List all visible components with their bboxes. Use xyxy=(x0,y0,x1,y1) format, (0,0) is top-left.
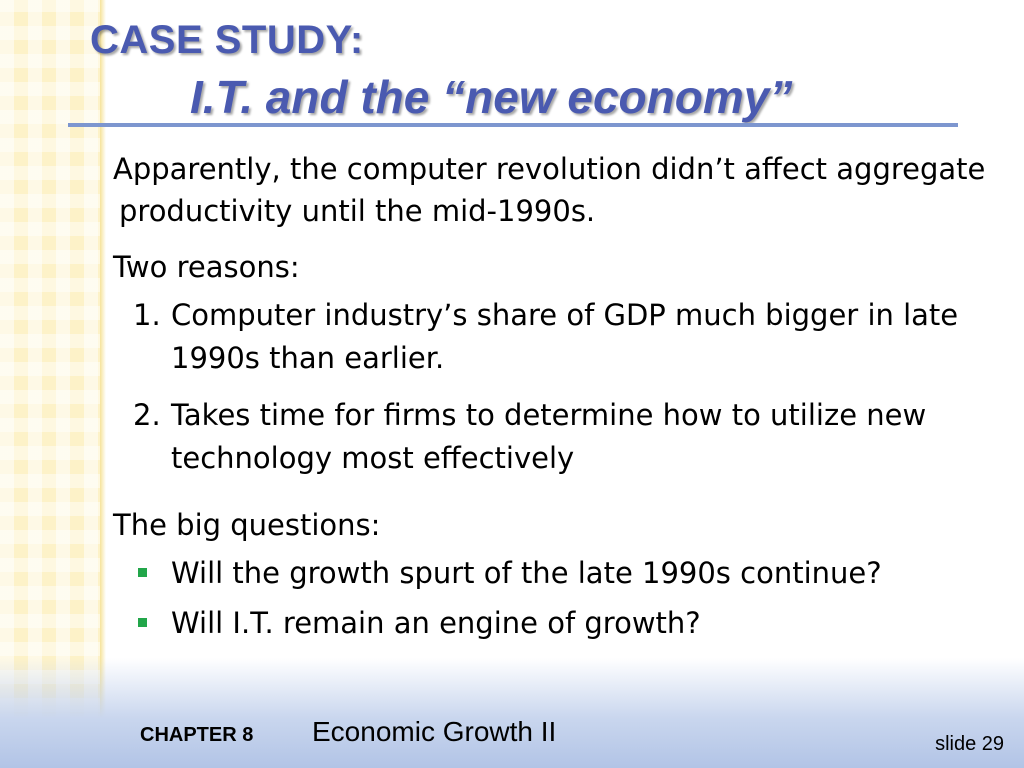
reason-item: 1. Computer industry’s share of GDP much… xyxy=(113,294,993,380)
slide-title-line2: I.T. and the “new economy” xyxy=(190,71,793,123)
footer-chapter: CHAPTER 8 xyxy=(140,724,254,746)
slide-content: Apparently, the computer revolution didn… xyxy=(113,148,993,652)
title-divider xyxy=(68,123,958,127)
reason-text: Computer industry’s share of GDP much bi… xyxy=(171,298,959,375)
intro-paragraph: Apparently, the computer revolution didn… xyxy=(113,152,986,228)
bottom-gradient-band xyxy=(0,658,1024,768)
left-band-edge xyxy=(100,0,106,768)
question-text: Will I.T. remain an engine of growth? xyxy=(171,606,701,640)
square-bullet-icon xyxy=(138,618,147,627)
question-text: Will the growth spurt of the late 1990s … xyxy=(171,556,882,590)
questions-heading: The big questions: xyxy=(113,508,381,542)
questions-list: Will the growth spurt of the late 1990s … xyxy=(113,552,993,644)
left-decorative-band xyxy=(0,0,104,768)
reason-number: 1. xyxy=(133,298,161,332)
slide-number: slide 29 xyxy=(935,733,1004,755)
reason-item: 2. Takes time for firms to determine how… xyxy=(113,394,993,480)
reason-number: 2. xyxy=(133,398,161,432)
reasons-heading: Two reasons: xyxy=(113,250,300,284)
footer-chapter-title: Economic Growth II xyxy=(312,716,557,747)
reason-text: Takes time for firms to determine how to… xyxy=(171,398,927,475)
slide-title-line1: CASE STUDY: xyxy=(90,18,364,62)
question-item: Will I.T. remain an engine of growth? xyxy=(113,602,993,644)
square-bullet-icon xyxy=(138,568,147,577)
question-item: Will the growth spurt of the late 1990s … xyxy=(113,552,993,594)
reasons-list: 1. Computer industry’s share of GDP much… xyxy=(113,294,993,480)
